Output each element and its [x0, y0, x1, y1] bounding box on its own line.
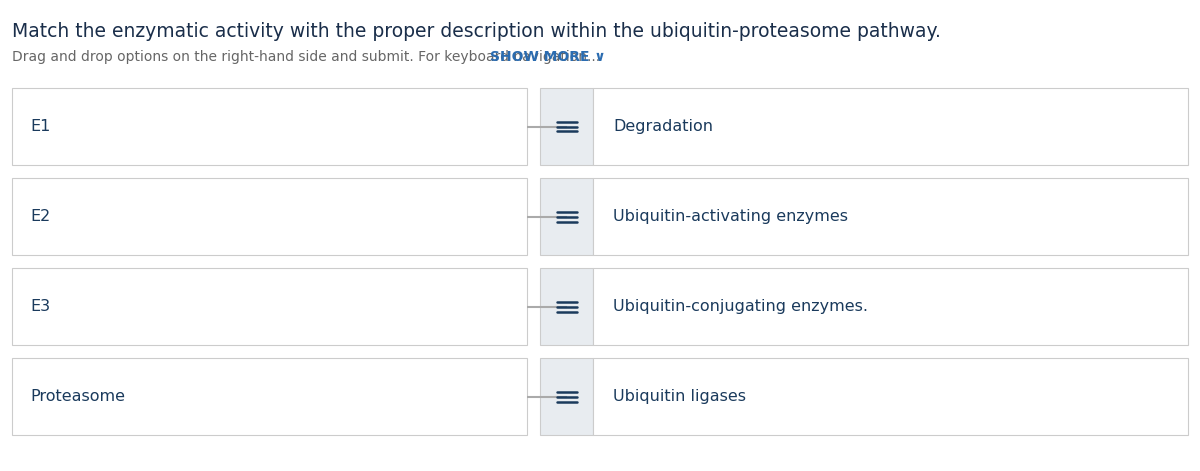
Text: E3: E3: [30, 299, 50, 314]
Text: Ubiquitin-conjugating enzymes.: Ubiquitin-conjugating enzymes.: [613, 299, 868, 314]
FancyBboxPatch shape: [593, 88, 1188, 165]
Text: Drag and drop options on the right-hand side and submit. For keyboard navigation: Drag and drop options on the right-hand …: [12, 50, 605, 64]
Text: SHOW MORE ∨: SHOW MORE ∨: [490, 50, 606, 64]
FancyBboxPatch shape: [12, 358, 527, 435]
FancyBboxPatch shape: [540, 268, 593, 345]
FancyBboxPatch shape: [12, 178, 527, 255]
Text: Ubiquitin-activating enzymes: Ubiquitin-activating enzymes: [613, 209, 848, 224]
FancyBboxPatch shape: [593, 178, 1188, 255]
Text: E2: E2: [30, 209, 50, 224]
FancyBboxPatch shape: [540, 178, 593, 255]
Text: Ubiquitin ligases: Ubiquitin ligases: [613, 389, 746, 404]
FancyBboxPatch shape: [540, 88, 593, 165]
Text: Proteasome: Proteasome: [30, 389, 125, 404]
Text: E1: E1: [30, 119, 50, 134]
FancyBboxPatch shape: [593, 268, 1188, 345]
FancyBboxPatch shape: [12, 88, 527, 165]
FancyBboxPatch shape: [540, 358, 593, 435]
Text: Degradation: Degradation: [613, 119, 713, 134]
FancyBboxPatch shape: [593, 358, 1188, 435]
FancyBboxPatch shape: [12, 268, 527, 345]
Text: Match the enzymatic activity with the proper description within the ubiquitin-pr: Match the enzymatic activity with the pr…: [12, 22, 941, 41]
